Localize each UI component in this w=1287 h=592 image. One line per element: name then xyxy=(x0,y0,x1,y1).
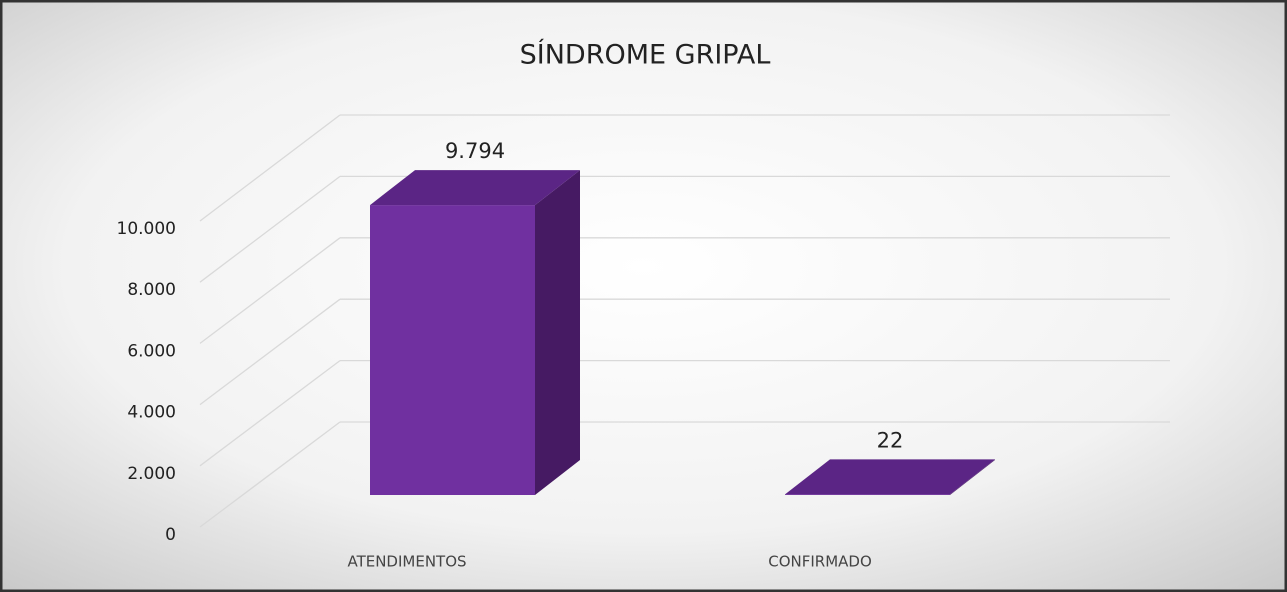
bar-side xyxy=(535,170,580,495)
y-tick-label: 2.000 xyxy=(127,464,176,484)
grid-line xyxy=(199,175,341,283)
y-tick-label: 6.000 xyxy=(127,341,176,361)
value-label: 9.794 xyxy=(445,139,505,163)
value-label: 22 xyxy=(877,428,904,452)
grid-line xyxy=(199,237,341,344)
x-tick-label: ATENDIMENTOS xyxy=(347,553,466,571)
grid-line xyxy=(199,421,341,528)
y-tick-label: 0 xyxy=(165,525,176,545)
bar-front xyxy=(370,205,535,495)
y-tick-label: 8.000 xyxy=(127,280,176,300)
bar-top xyxy=(370,170,580,206)
grid-line xyxy=(199,360,341,467)
x-tick-label: CONFIRMADO xyxy=(768,553,872,571)
y-tick-label: 4.000 xyxy=(127,403,176,423)
bar-front xyxy=(785,494,950,495)
grid-line xyxy=(199,298,341,406)
y-tick-label: 10.000 xyxy=(117,219,176,239)
bar-side xyxy=(950,459,995,495)
grid-line xyxy=(199,114,341,222)
bar-top xyxy=(785,459,995,495)
chart-title: SÍNDROME GRIPAL xyxy=(520,39,771,71)
